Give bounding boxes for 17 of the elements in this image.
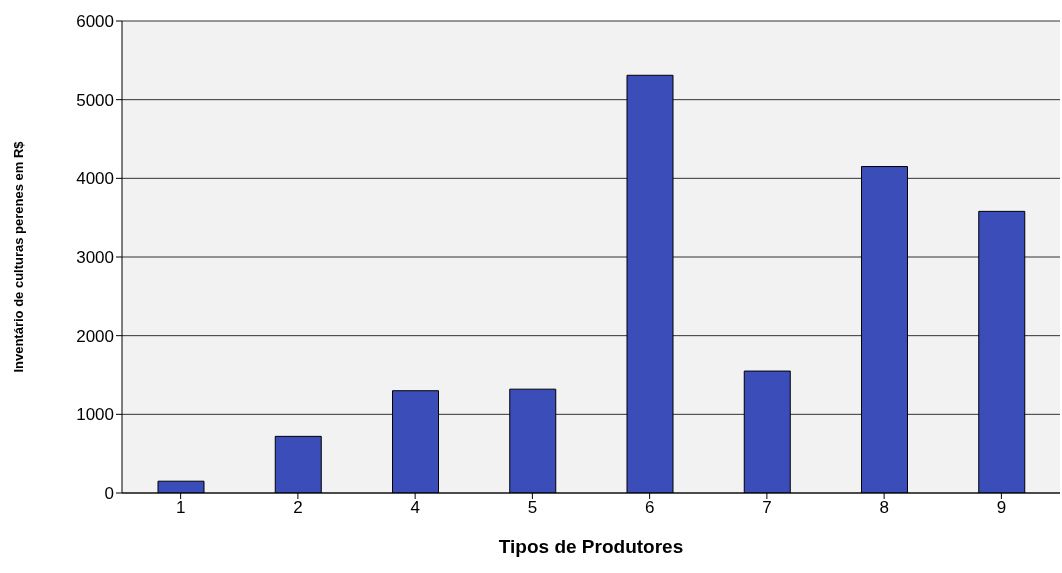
x-axis-title: Tipos de Produtores xyxy=(498,536,684,557)
x-tick-label: 9 xyxy=(996,498,1007,518)
y-tick-label: 4000 xyxy=(76,169,114,189)
x-tick-label: 7 xyxy=(762,498,772,518)
y-tick-label: 6000 xyxy=(76,12,114,32)
y-tick-label: 5000 xyxy=(76,90,114,110)
x-tick-label: 8 xyxy=(879,498,889,518)
x-tick-label: 5 xyxy=(527,498,538,518)
y-tick-label: 2000 xyxy=(76,326,114,346)
y-tick-label: 0 xyxy=(104,484,114,504)
y-tick-label: 3000 xyxy=(76,248,114,268)
y-tick-label: 1000 xyxy=(76,405,114,425)
x-tick-label: 1 xyxy=(175,498,186,518)
y-axis-title: Inventário de culturas perenes em R$ xyxy=(10,140,26,373)
x-tick-label: 2 xyxy=(293,498,303,518)
x-tick-label: 4 xyxy=(410,498,420,518)
x-tick-label: 6 xyxy=(644,498,655,518)
